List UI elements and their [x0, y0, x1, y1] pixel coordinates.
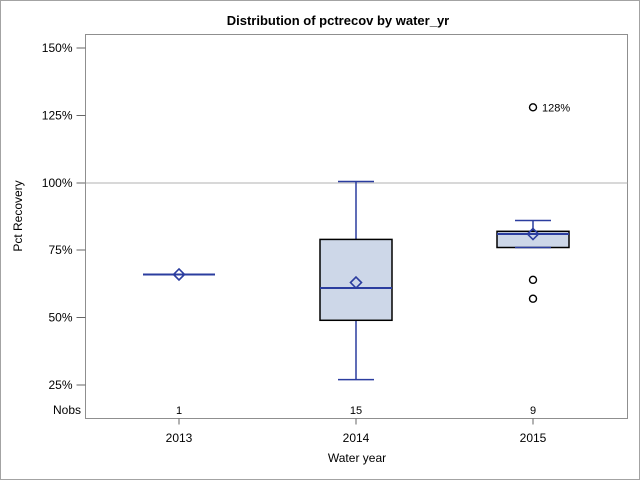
outlier-point [528, 275, 538, 285]
nobs-value: 1 [176, 405, 182, 417]
x-tick-label: 2014 [343, 431, 370, 445]
nobs-value: 9 [530, 405, 536, 417]
mean-diamond [526, 227, 540, 241]
y-tick-label: 50% [48, 311, 72, 325]
x-tick-label: 2015 [520, 431, 547, 445]
outlier-label: 128% [542, 102, 570, 114]
box [319, 238, 393, 322]
mean-diamond [172, 267, 186, 282]
y-tick-label: 25% [48, 378, 72, 392]
outlier-point [528, 294, 538, 303]
x-tick-label: 2013 [166, 431, 193, 445]
mean-diamond [349, 275, 363, 290]
nobs-row-label: Nobs [52, 403, 81, 417]
y-tick-label: 125% [42, 108, 73, 122]
x-axis-title: Water year [327, 451, 387, 465]
chart-title: Distribution of pctrecov by water_yr [226, 13, 450, 28]
y-tick-label: 100% [42, 176, 73, 190]
y-tick-label: 75% [48, 243, 72, 257]
y-tick-label: 150% [42, 41, 73, 55]
outlier-point [528, 103, 538, 112]
nobs-value: 15 [350, 405, 362, 417]
